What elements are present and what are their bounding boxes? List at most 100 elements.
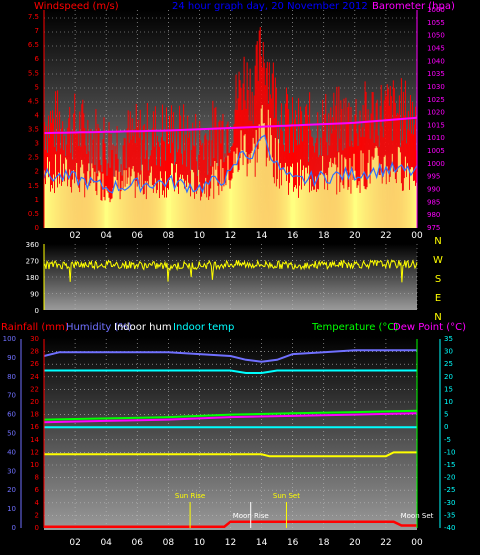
x-tick-label: 18 [318, 231, 330, 241]
humidity-tick: 20 [7, 486, 16, 494]
series-line [44, 451, 417, 458]
windspeed-tick: 2.5 [28, 154, 39, 162]
x-tick-label: 10 [194, 231, 206, 241]
temp-tick: -35 [444, 511, 455, 519]
barometer-tick: 1060 [427, 6, 445, 14]
windspeed-tick: 1.5 [28, 182, 39, 190]
temp-tick: -15 [444, 461, 455, 469]
event-label: Moon Rise [233, 512, 269, 520]
barometer-tick: 995 [427, 173, 440, 181]
x-tick-label: 00 [411, 538, 423, 548]
barometer-tick: 1010 [427, 134, 445, 142]
humidity-tick: 80 [7, 373, 16, 381]
barometer-tick: 1040 [427, 57, 445, 65]
windspeed-tick: 4.5 [28, 97, 39, 105]
humidity-tick: 30 [7, 467, 16, 475]
windspeed-tick: 3 [35, 140, 39, 148]
x-tick-label: 06 [132, 231, 144, 241]
windspeed-tick: 3.5 [28, 126, 39, 134]
series-line [43, 349, 417, 363]
x-tick-label: 22 [380, 231, 391, 241]
humidity-tick: 100 [3, 335, 16, 343]
compass-label: S [435, 274, 441, 285]
temp-tick: 10 [444, 398, 453, 406]
barometer-tick: 1015 [427, 121, 445, 129]
x-tick-label: 20 [349, 538, 361, 548]
barometer-tick: 1050 [427, 32, 445, 40]
compass-label: N [434, 236, 441, 247]
barometer-axis-label: Barometer (hpa) [372, 1, 455, 12]
legend-humidity: Humidity (%) [66, 322, 132, 333]
rain-tick: 28 [30, 348, 39, 356]
rain-tick: 6 [35, 486, 40, 494]
barometer-line [43, 116, 418, 135]
barometer-tick: 1020 [427, 109, 445, 117]
windspeed-tick: 5.5 [28, 69, 39, 77]
rain-tick: 18 [30, 411, 39, 419]
temp-tick: 0 [444, 423, 448, 431]
direction-tick: 90 [30, 291, 39, 299]
x-tick-label: 08 [163, 538, 175, 548]
barometer-tick: 1055 [427, 19, 445, 27]
humidity-tick: 70 [7, 392, 16, 400]
rain-tick: 14 [30, 436, 39, 444]
rain-tick: 30 [30, 335, 39, 343]
x-tick-label: 14 [256, 538, 268, 548]
compass-label: W [433, 255, 443, 266]
humidity-tick: 50 [7, 430, 16, 438]
barometer-tick: 975 [427, 224, 440, 232]
rain-tick: 2 [35, 511, 39, 519]
x-tick-label: 16 [287, 231, 299, 241]
series-line [44, 369, 417, 374]
rain-tick: 8 [35, 474, 39, 482]
barometer-tick: 985 [427, 198, 440, 206]
series-line [44, 520, 417, 528]
temp-tick: -25 [444, 486, 455, 494]
x-tick-label: 02 [69, 231, 80, 241]
rain-tick: 12 [30, 448, 39, 456]
x-tick-label: 04 [100, 538, 112, 548]
rain-tick: 22 [30, 385, 39, 393]
direction-tick: 180 [26, 274, 39, 282]
windspeed-tick: 6 [35, 55, 40, 63]
barometer-tick: 990 [427, 186, 440, 194]
x-tick-label: 20 [349, 231, 361, 241]
windspeed-tick: 6.5 [28, 41, 39, 49]
barometer-tick: 1000 [427, 160, 445, 168]
x-tick-label: 06 [132, 538, 144, 548]
compass-label: E [435, 293, 441, 304]
temp-tick: 35 [444, 335, 453, 343]
barometer-tick: 980 [427, 211, 440, 219]
legend-indoor-hum: Indoor hum [114, 322, 172, 333]
humidity-tick: 0 [12, 524, 16, 532]
avg-wind-line [43, 134, 418, 194]
rain-tick: 0 [35, 524, 39, 532]
windspeed-tick: 0.5 [28, 210, 39, 218]
windspeed-tick: 2 [35, 168, 39, 176]
humidity-tick: 60 [7, 411, 16, 419]
windspeed-tick: 0 [35, 224, 39, 232]
x-tick-label: 14 [256, 231, 268, 241]
windspeed-axis-label: Windspeed (m/s) [34, 1, 119, 12]
temp-tick: -10 [444, 448, 455, 456]
compass-label: N [434, 312, 441, 323]
temp-tick: 25 [444, 360, 453, 368]
temp-tick: 15 [444, 385, 453, 393]
temp-tick: -30 [444, 499, 455, 507]
temp-tick: -40 [444, 524, 455, 532]
humidity-tick: 90 [7, 354, 16, 362]
temp-tick: 5 [444, 411, 448, 419]
chart-title: 24 hour graph day, 20 November 2012 [172, 1, 368, 12]
panel3-plot-area [44, 337, 417, 530]
barometer-tick: 1035 [427, 70, 445, 78]
legend-dewpoint: Dew Point (°C) [393, 322, 466, 333]
humidity-tick: 10 [7, 505, 16, 513]
windspeed-tick: 7 [35, 27, 39, 35]
event-label: Sun Set [273, 492, 300, 500]
windspeed-tick: 1 [35, 196, 39, 204]
x-tick-label: 00 [411, 231, 423, 241]
series-line [43, 409, 418, 421]
windspeed-tick: 4 [35, 111, 40, 119]
rain-tick: 4 [35, 499, 40, 507]
